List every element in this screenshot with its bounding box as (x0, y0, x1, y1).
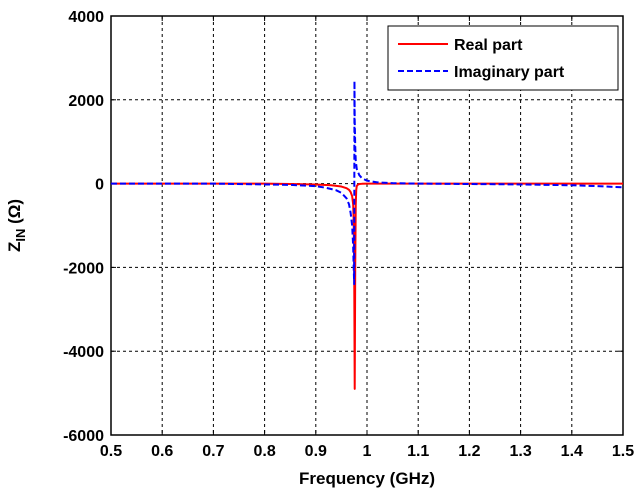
y-tick-label: 4000 (68, 9, 104, 26)
x-tick-label: 0.8 (253, 443, 275, 460)
x-tick-label: 1.5 (612, 443, 634, 460)
x-tick-label: 1.1 (407, 443, 429, 460)
x-axis-title: Frequency (GHz) (299, 469, 435, 488)
x-tick-label: 1.4 (561, 443, 583, 460)
legend-label-imaginary-part: Imaginary part (454, 64, 565, 81)
axis-ticks: 0.5 0.6 0.7 0.8 0.9 1 1.1 1.2 1.3 1.4 1.5 -6000 -400… (63, 9, 634, 460)
x-tick-label: 1.3 (509, 443, 531, 460)
y-tick-label: -6000 (63, 428, 104, 445)
y-axis-title: ZIN (Ω) (5, 199, 28, 252)
y-tick-label: -2000 (63, 260, 104, 277)
x-tick-label: 0.7 (202, 443, 224, 460)
y-axis-title-unit: (Ω) (5, 199, 24, 229)
series-line-imaginary-part (111, 79, 624, 286)
legend: Real part Imaginary part (387, 25, 619, 91)
x-tick-label: 0.5 (100, 443, 122, 460)
y-tick-label: 0 (95, 177, 104, 194)
legend-label-real-part: Real part (454, 37, 523, 54)
x-tick-label: 1.2 (458, 443, 480, 460)
x-tick-label: 0.6 (151, 443, 173, 460)
legend-box (387, 25, 619, 91)
y-tick-label: 2000 (68, 93, 104, 110)
grid (111, 16, 623, 435)
series-lines (111, 79, 624, 390)
y-axis-title-main: Z (5, 242, 24, 252)
x-tick-label: 1 (363, 443, 372, 460)
x-tick-label: 0.9 (305, 443, 327, 460)
y-axis-title-subscript: IN (13, 229, 28, 242)
y-tick-label: -4000 (63, 344, 104, 361)
